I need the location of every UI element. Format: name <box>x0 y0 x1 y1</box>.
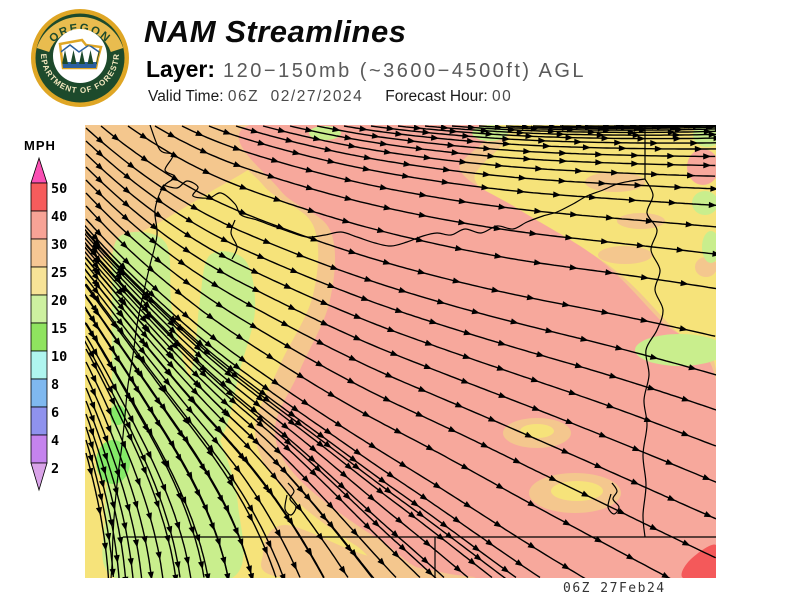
odf-logo-badge: OREGONDEPARTMENT OF FORESTRY <box>30 8 129 107</box>
forecast-hour-label: Forecast Hour: <box>385 88 493 105</box>
legend-tick-label: 15 <box>51 321 67 337</box>
legend-segment <box>30 406 48 436</box>
legend-tick-label: 6 <box>51 405 59 421</box>
legend-segment <box>30 294 48 324</box>
legend-segment <box>30 238 48 268</box>
speed-20-25-se2 <box>520 424 554 438</box>
legend-arrow-below <box>30 462 48 492</box>
streamline-map <box>85 125 716 578</box>
snake-river-border <box>642 178 664 538</box>
willamette-river <box>230 219 238 260</box>
valid-time-row: Valid Time: 06Z 02/27/2024 Forecast Hour:… <box>148 88 512 106</box>
speed-25-30-south <box>261 524 476 578</box>
columbia-river-border <box>162 178 646 247</box>
legend-tick-label: 20 <box>51 293 67 309</box>
speed-15-20-e1 <box>693 125 716 147</box>
map-timestamp: 06Z 27Feb24 <box>563 581 666 596</box>
legend-segment <box>30 434 48 464</box>
valid-time-label: Valid Time: <box>148 88 228 105</box>
legend-tick-label: 50 <box>51 181 67 197</box>
speed-25-30-ne3 <box>598 246 652 264</box>
legend-tick-label: 30 <box>51 237 67 253</box>
legend-title: MPH <box>24 138 56 153</box>
layer-value: 120−150mb (~3600−4500ft) AGL <box>223 60 587 82</box>
oregon-streamline-chart <box>85 125 716 578</box>
forecast-hour-value: 00 <box>492 88 513 105</box>
legend-tick-label: 8 <box>51 377 59 393</box>
legend-tick-label: 2 <box>51 461 59 477</box>
legend-tick-label: 40 <box>51 209 67 225</box>
legend-segment <box>30 182 48 212</box>
layer-row: Layer: 120−150mb (~3600−4500ft) AGL <box>146 56 586 83</box>
page-title: NAM Streamlines <box>144 14 407 49</box>
legend-segment <box>30 350 48 380</box>
legend-segment <box>30 266 48 296</box>
wind-speed-colorbar: MPH 50 40 30 25 20 15 10 8 6 4 2 <box>24 138 67 492</box>
layer-label: Layer: <box>146 56 216 82</box>
wind-speed-legend: MPH 50 40 30 25 20 15 10 8 6 4 2 <box>22 138 84 500</box>
owyhee-river <box>607 482 620 515</box>
speed-25-30-ne1 <box>585 172 645 192</box>
valid-time-value: 06Z 02/27/2024 <box>227 88 364 105</box>
legend-segment <box>30 378 48 408</box>
legend-segment <box>30 322 48 352</box>
legend-arrow-above <box>30 156 48 184</box>
legend-tick-label: 10 <box>51 349 67 365</box>
odf-logo: OREGONDEPARTMENT OF FORESTRY <box>30 8 130 108</box>
legend-tick-label: 4 <box>51 433 59 449</box>
legend-segment <box>30 210 48 240</box>
speed-15-20-e2 <box>692 191 716 215</box>
legend-tick-label: 25 <box>51 265 67 281</box>
speed-40-50-corner <box>681 544 716 578</box>
